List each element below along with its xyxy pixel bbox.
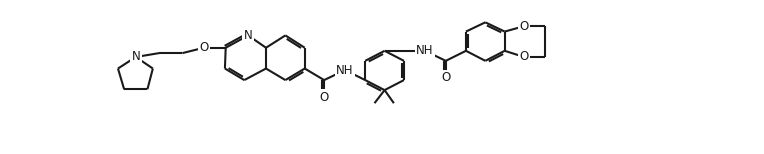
- Text: N: N: [131, 51, 140, 63]
- Text: N: N: [244, 29, 253, 42]
- Text: O: O: [520, 20, 529, 33]
- Text: NH: NH: [336, 64, 354, 77]
- Text: O: O: [520, 51, 529, 63]
- Text: NH: NH: [416, 44, 434, 57]
- Text: O: O: [441, 71, 451, 84]
- Text: O: O: [319, 91, 329, 103]
- Text: O: O: [199, 41, 209, 54]
